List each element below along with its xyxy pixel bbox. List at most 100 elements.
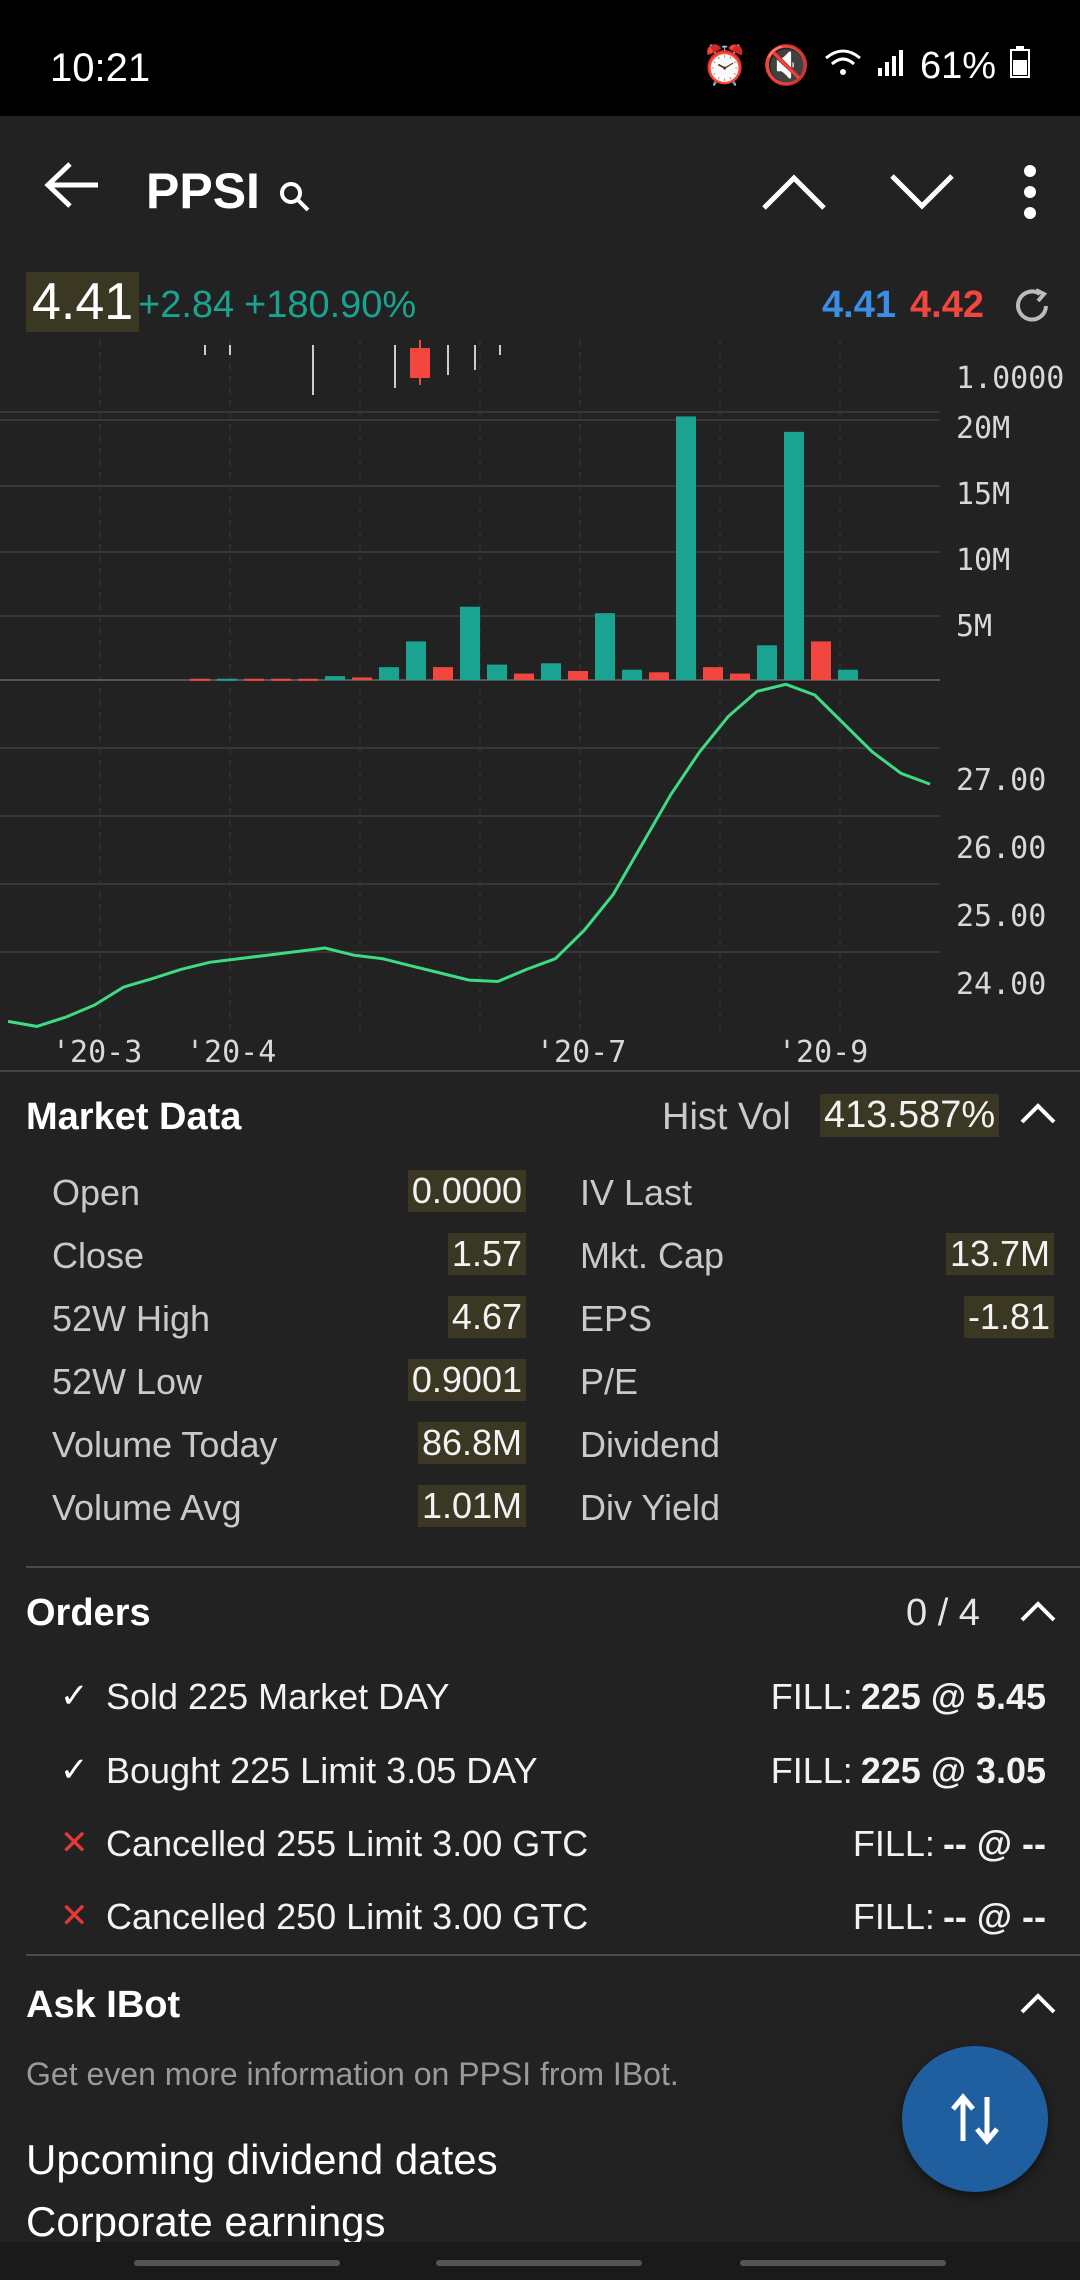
- market-data-label: 52W Low: [52, 1361, 203, 1402]
- chevron-down-icon[interactable]: [888, 172, 956, 217]
- volume-bar: [514, 673, 534, 680]
- status-bar: 10:21 ⏰ 🔇 61%: [0, 0, 1080, 116]
- volume-tick-label: 10M: [956, 543, 1010, 578]
- orders-title: Orders: [26, 1592, 151, 1634]
- market-data-label: Volume Avg: [52, 1487, 242, 1528]
- market-data-label: Mkt. Cap: [580, 1235, 725, 1276]
- volume-bar: [325, 676, 345, 680]
- order-fill-value: 225 @ 5.45: [860, 1676, 1046, 1717]
- symbol-title[interactable]: PPSI: [146, 163, 260, 219]
- volume-bar: [730, 673, 750, 680]
- trade-button[interactable]: [902, 2046, 1048, 2192]
- order-row[interactable]: ✕ Cancelled 255 Limit 3.00 GTC FILL: -- @ -…: [60, 1823, 1046, 1883]
- market-data-label: P/E: [580, 1361, 639, 1402]
- collapse-ibot-icon[interactable]: [1018, 1990, 1058, 2021]
- volume-bar: [703, 667, 723, 680]
- volume-bar: [433, 667, 453, 680]
- collapse-orders-icon[interactable]: [1018, 1598, 1058, 1629]
- ibot-link-earnings[interactable]: Corporate earnings: [26, 2198, 386, 2245]
- ibot-subtitle: Get even more information on PPSI from I…: [26, 2056, 679, 2092]
- market-data-title: Market Data: [26, 1096, 242, 1138]
- market-data-label: Close: [52, 1235, 145, 1276]
- order-fill-label: FILL:: [770, 1676, 853, 1717]
- market-data-value: 86.8M: [417, 1422, 526, 1464]
- alarm-icon: ⏰: [701, 45, 749, 87]
- order-description: Bought 225 Limit 3.05 DAY: [106, 1750, 538, 1791]
- market-data-value: 1.57: [447, 1233, 526, 1275]
- order-fill: FILL: 225 @ 3.05: [771, 1750, 1046, 1792]
- ask-ibot-title: Ask IBot: [26, 1984, 181, 2026]
- volume-tick-label: 15M: [956, 477, 1010, 512]
- divider: [26, 1566, 1080, 1568]
- top-bar: PPSI: [0, 116, 1080, 266]
- volume-bar: [217, 678, 237, 681]
- order-row[interactable]: ✓ Bought 225 Limit 3.05 DAY FILL: 225 @ 3.0…: [60, 1750, 1046, 1810]
- order-row[interactable]: ✕ Cancelled 250 Limit 3.00 GTC FILL: -- @ -…: [60, 1896, 1046, 1956]
- more-options-icon[interactable]: [1022, 164, 1038, 225]
- volume-bar: [244, 678, 264, 681]
- swap-arrows-icon: [951, 2093, 999, 2145]
- volume-bar: [379, 667, 399, 680]
- market-data-value: 13.7M: [945, 1233, 1054, 1275]
- x-tick-label: '20-9: [778, 1035, 868, 1070]
- back-arrow-icon[interactable]: [40, 160, 102, 215]
- volume-bar: [838, 669, 858, 680]
- price-tick-label: 25.00: [956, 899, 1046, 934]
- nav-back[interactable]: [740, 2260, 946, 2266]
- divider: [26, 1954, 1080, 1956]
- market-data-value: 0.9001: [407, 1359, 526, 1401]
- order-fill-value: -- @ --: [942, 1823, 1046, 1864]
- order-fill: FILL: -- @ --: [853, 1896, 1046, 1938]
- volume-bar: [406, 641, 426, 680]
- price-line: [7, 682, 931, 1028]
- refresh-icon[interactable]: [1012, 286, 1052, 331]
- hist-vol-value: 413.587%: [820, 1094, 1000, 1137]
- collapse-market-data-icon[interactable]: [1018, 1100, 1058, 1131]
- order-row[interactable]: ✓ Sold 225 Market DAY FILL: 225 @ 5.45: [60, 1676, 1046, 1736]
- x-tick-label: '20-4: [186, 1035, 276, 1070]
- chevron-up-icon[interactable]: [760, 172, 828, 217]
- volume-bar: [595, 613, 615, 680]
- orders-count: 0 / 4: [906, 1592, 980, 1634]
- x-tick-label: '20-7: [536, 1035, 626, 1070]
- nav-home[interactable]: [436, 2260, 642, 2266]
- market-data-label: Volume Today: [52, 1424, 278, 1465]
- order-description: Cancelled 250 Limit 3.00 GTC: [106, 1896, 589, 1937]
- signal-icon: [876, 45, 906, 88]
- search-icon[interactable]: [278, 180, 312, 219]
- divider: [0, 1070, 1080, 1072]
- status-icons: ⏰ 🔇 61%: [701, 44, 1030, 88]
- nav-recents[interactable]: [134, 2260, 340, 2266]
- x-tick-label: '20-3: [52, 1035, 142, 1070]
- volume-bar: [298, 678, 318, 681]
- order-fill-label: FILL:: [852, 1896, 935, 1937]
- volume-tick-label: 5M: [956, 609, 992, 644]
- order-description: Sold 225 Market DAY: [106, 1676, 450, 1717]
- cancel-icon: ✕: [60, 1897, 89, 1935]
- volume-bar: [622, 669, 642, 680]
- volume-bar: [460, 606, 480, 680]
- order-description: Cancelled 255 Limit 3.00 GTC: [106, 1823, 589, 1864]
- ibot-link-dividends[interactable]: Upcoming dividend dates: [26, 2136, 498, 2183]
- volume-bar: [676, 416, 696, 680]
- market-data-value: -1.81: [963, 1296, 1054, 1338]
- battery-percent: 61%: [919, 44, 996, 87]
- market-data-value: 1.01M: [417, 1485, 526, 1527]
- volume-bars: [190, 416, 858, 681]
- market-data-label: Dividend: [580, 1424, 721, 1465]
- market-data-label: EPS: [580, 1298, 653, 1339]
- hist-vol-label: Hist Vol: [662, 1096, 791, 1138]
- volume-bar: [487, 664, 507, 680]
- market-data-label: IV Last: [580, 1172, 693, 1213]
- volume-bar: [811, 641, 831, 680]
- ask-price: 4.42: [910, 284, 984, 326]
- volume-bar: [541, 663, 561, 680]
- status-time: 10:21: [50, 46, 151, 90]
- market-data-value: 0.0000: [407, 1170, 526, 1212]
- volume-bar: [190, 678, 210, 681]
- order-fill-label: FILL:: [770, 1750, 853, 1791]
- volume-bar: [271, 678, 291, 681]
- checkmark-icon: ✓: [60, 1677, 89, 1715]
- volume-bar: [568, 671, 588, 680]
